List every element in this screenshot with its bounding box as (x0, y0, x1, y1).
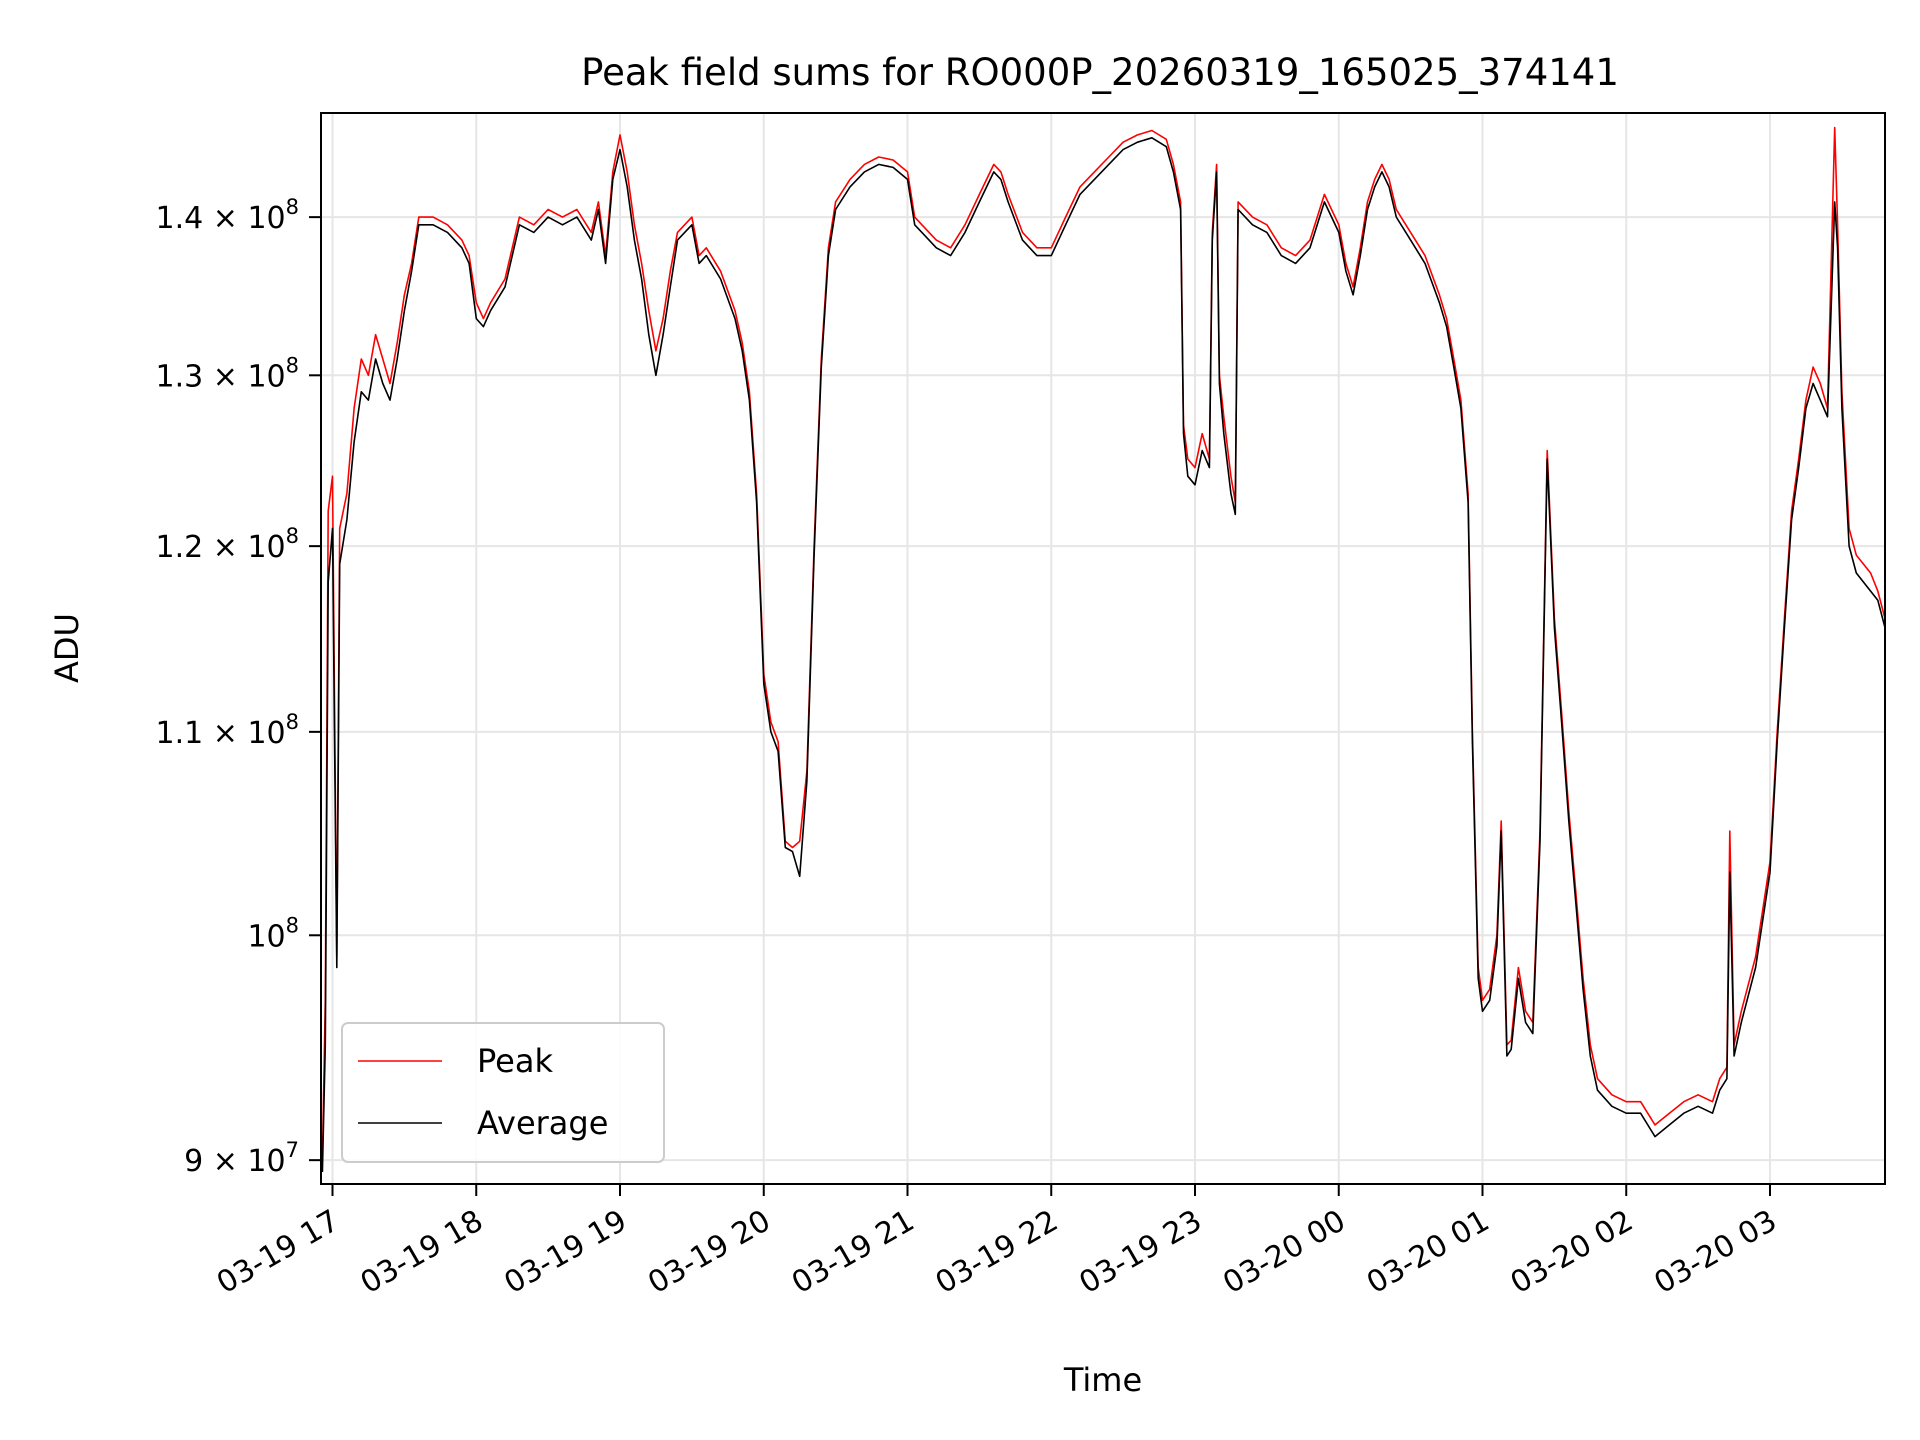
series-peak-line (321, 126, 1885, 1161)
x-axis-label: Time (1063, 1361, 1142, 1399)
legend-peak-label: Peak (477, 1042, 553, 1080)
y-axis-label: ADU (48, 613, 86, 683)
plot-frame (320, 112, 1886, 1185)
legend-average-label: Average (477, 1104, 608, 1142)
y-tick-label: 108 (247, 913, 299, 954)
legend: Peak Average (341, 1022, 665, 1163)
series-group (321, 126, 1885, 1173)
legend-box (341, 1022, 665, 1163)
y-tick-label: 1.3 × 108 (156, 353, 299, 394)
y-tick-label: 9 × 107 (184, 1138, 299, 1179)
chart-title: Peak field sums for RO000P_20260319_1650… (581, 51, 1619, 94)
y-tick-label: 1.4 × 108 (156, 195, 299, 236)
y-tick-label: 1.2 × 108 (156, 524, 299, 565)
y-axis: 9 × 107 108 1.1 × 108 1.2 × 108 1.3 × 108 1.4… (156, 195, 321, 1179)
y-tick-label: 1.1 × 108 (156, 710, 299, 751)
series-average-line (321, 137, 1885, 1173)
plot-area (321, 126, 1885, 1173)
grid-lines (321, 113, 1885, 1184)
